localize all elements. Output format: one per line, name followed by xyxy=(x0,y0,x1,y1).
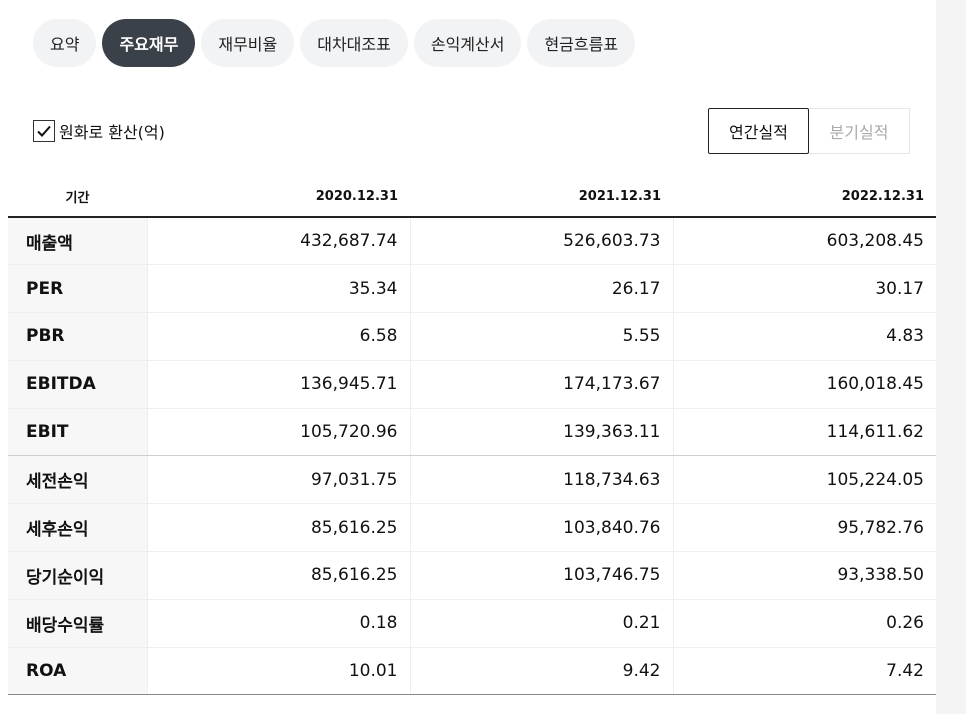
cell-value: 103,840.76 xyxy=(410,504,673,552)
row-label: 세후손익 xyxy=(8,504,147,552)
table-row: 세전손익 97,031.75 118,734.63 105,224.05 xyxy=(8,456,936,504)
annual-button[interactable]: 연간실적 xyxy=(708,108,809,154)
cell-value: 105,720.96 xyxy=(147,408,410,456)
row-label: 매출액 xyxy=(8,217,147,265)
tab-cash-flow[interactable]: 현금흐름표 xyxy=(527,19,635,67)
row-label: ROA xyxy=(8,647,147,695)
table-row: 매출액 432,687.74 526,603.73 603,208.45 xyxy=(8,217,936,265)
financial-panel: 요약 주요재무 재무비율 대차대조표 손익계산서 현금흐름표 원화로 환산(억)… xyxy=(0,0,936,714)
header-year-2020: 2020.12.31 xyxy=(147,177,410,217)
financial-table: 기간 2020.12.31 2021.12.31 2022.12.31 매출액 … xyxy=(8,177,936,695)
row-label: 당기순이익 xyxy=(8,552,147,600)
header-year-2021: 2021.12.31 xyxy=(410,177,673,217)
cell-value: 136,945.71 xyxy=(147,360,410,408)
cell-value: 526,603.73 xyxy=(410,217,673,265)
table-header-row: 기간 2020.12.31 2021.12.31 2022.12.31 xyxy=(8,177,936,217)
tab-balance-sheet[interactable]: 대차대조표 xyxy=(300,19,408,67)
cell-value: 118,734.63 xyxy=(410,456,673,504)
cell-value: 85,616.25 xyxy=(147,504,410,552)
row-label: EBITDA xyxy=(8,360,147,408)
cell-value: 0.26 xyxy=(673,599,936,647)
tab-bar: 요약 주요재무 재무비율 대차대조표 손익계산서 현금흐름표 xyxy=(33,19,635,67)
cell-value: 4.83 xyxy=(673,313,936,361)
convert-label: 원화로 환산(억) xyxy=(59,119,165,143)
tab-key-financials[interactable]: 주요재무 xyxy=(102,19,195,67)
cell-value: 30.17 xyxy=(673,265,936,313)
cell-value: 114,611.62 xyxy=(673,408,936,456)
row-label: EBIT xyxy=(8,408,147,456)
krw-convert-toggle[interactable]: 원화로 환산(억) xyxy=(33,119,165,143)
row-label: PER xyxy=(8,265,147,313)
table-row: PBR 6.58 5.55 4.83 xyxy=(8,313,936,361)
table-row: EBITDA 136,945.71 174,173.67 160,018.45 xyxy=(8,360,936,408)
row-label: 배당수익률 xyxy=(8,599,147,647)
cell-value: 9.42 xyxy=(410,647,673,695)
cell-value: 103,746.75 xyxy=(410,552,673,600)
cell-value: 85,616.25 xyxy=(147,552,410,600)
cell-value: 6.58 xyxy=(147,313,410,361)
check-icon xyxy=(36,123,52,139)
tab-financial-ratios[interactable]: 재무비율 xyxy=(201,19,294,67)
convert-checkbox[interactable] xyxy=(33,120,55,142)
cell-value: 35.34 xyxy=(147,265,410,313)
cell-value: 93,338.50 xyxy=(673,552,936,600)
row-label: 세전손익 xyxy=(8,456,147,504)
cell-value: 5.55 xyxy=(410,313,673,361)
cell-value: 10.01 xyxy=(147,647,410,695)
quarterly-button[interactable]: 분기실적 xyxy=(809,108,910,154)
table-row: EBIT 105,720.96 139,363.11 114,611.62 xyxy=(8,408,936,456)
cell-value: 26.17 xyxy=(410,265,673,313)
cell-value: 139,363.11 xyxy=(410,408,673,456)
cell-value: 0.21 xyxy=(410,599,673,647)
cell-value: 0.18 xyxy=(147,599,410,647)
cell-value: 160,018.45 xyxy=(673,360,936,408)
cell-value: 95,782.76 xyxy=(673,504,936,552)
tab-income-statement[interactable]: 손익계산서 xyxy=(414,19,522,67)
cell-value: 174,173.67 xyxy=(410,360,673,408)
cell-value: 97,031.75 xyxy=(147,456,410,504)
header-period: 기간 xyxy=(8,177,147,217)
table-row: PER 35.34 26.17 30.17 xyxy=(8,265,936,313)
table-row: 당기순이익 85,616.25 103,746.75 93,338.50 xyxy=(8,552,936,600)
header-year-2022: 2022.12.31 xyxy=(673,177,936,217)
tab-summary[interactable]: 요약 xyxy=(33,19,96,67)
table-row: 배당수익률 0.18 0.21 0.26 xyxy=(8,599,936,647)
table-row: ROA 10.01 9.42 7.42 xyxy=(8,647,936,695)
cell-value: 7.42 xyxy=(673,647,936,695)
row-label: PBR xyxy=(8,313,147,361)
period-toggle: 연간실적 분기실적 xyxy=(708,108,910,154)
cell-value: 432,687.74 xyxy=(147,217,410,265)
cell-value: 105,224.05 xyxy=(673,456,936,504)
table-row: 세후손익 85,616.25 103,840.76 95,782.76 xyxy=(8,504,936,552)
cell-value: 603,208.45 xyxy=(673,217,936,265)
